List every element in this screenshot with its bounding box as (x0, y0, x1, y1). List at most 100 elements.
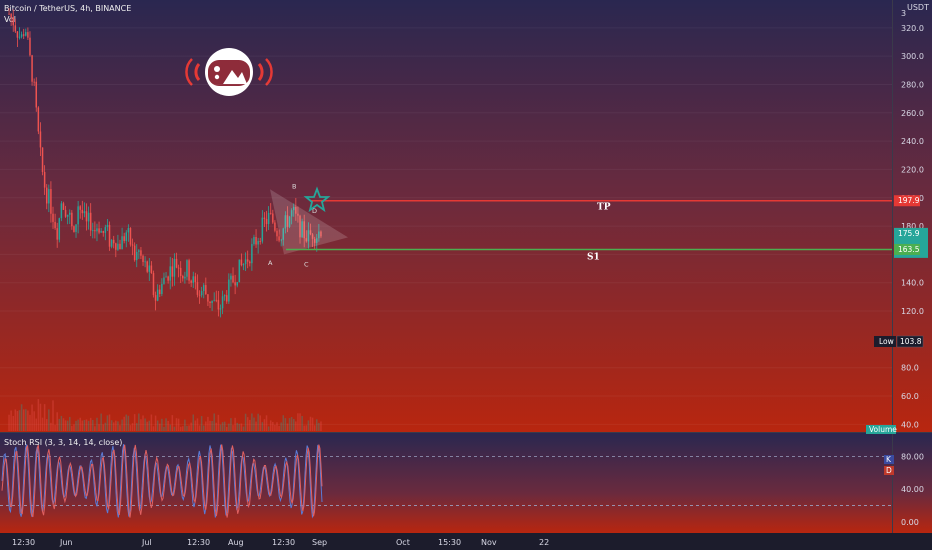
candle-body (10, 13, 12, 18)
candle-body (198, 294, 201, 296)
candle-body (196, 282, 199, 295)
stoch-d-tag: D (884, 466, 894, 475)
candle-body (205, 285, 207, 295)
stoch-rsi-title: Stoch RSI (3, 3, 14, 14, close) (4, 438, 122, 447)
volume-bar (22, 409, 25, 431)
candle-body (257, 240, 259, 245)
candle-body (27, 32, 29, 38)
volume-bar (58, 418, 61, 431)
support-label: S1 (587, 252, 600, 262)
volume-bar (12, 415, 14, 431)
volume-bar (196, 418, 199, 431)
volume-bar (249, 419, 251, 431)
volume-bar (64, 420, 67, 431)
candle-body (194, 276, 197, 283)
triangle-pattern[interactable] (270, 189, 348, 255)
candle-body (190, 280, 192, 283)
volume-bar (163, 426, 165, 431)
volume-bar (215, 422, 218, 431)
volume-bar (119, 425, 121, 431)
candle-body (286, 215, 289, 227)
volume-bar (89, 417, 92, 431)
volume-bar (102, 424, 104, 431)
volume-bar (123, 416, 125, 431)
candle-body (259, 240, 261, 242)
volume-bar (69, 416, 71, 431)
candle-body (161, 283, 163, 295)
candle-body (244, 259, 247, 265)
candle-body (184, 276, 186, 279)
candle-body (77, 206, 79, 225)
volume-bar (142, 415, 144, 431)
candle-body (69, 212, 71, 215)
candle-body (54, 221, 56, 229)
stoch-tick-label: 0.00 (901, 518, 919, 527)
candle-body (29, 37, 31, 56)
candle-body (217, 299, 220, 310)
pattern-point-label: A (268, 259, 273, 267)
candle-body (221, 296, 224, 309)
volume-bar (129, 425, 132, 431)
volume-bar (318, 422, 320, 431)
candle-body (73, 226, 75, 232)
volume-bar (167, 420, 169, 431)
candle-body (148, 265, 151, 272)
candle-body (129, 228, 132, 245)
volume-bar (73, 424, 75, 431)
support-price-tag: 163.5 (894, 243, 920, 255)
volume-bar (274, 424, 276, 431)
volume-bar (221, 422, 224, 431)
candle-body (75, 224, 77, 232)
candle-body (219, 308, 222, 310)
volume-bar (234, 417, 236, 431)
candle-body (94, 230, 96, 232)
candle-body (123, 236, 125, 242)
volume-bar (246, 417, 249, 431)
volume-bar (125, 414, 128, 431)
volume-bar (299, 413, 301, 431)
volume-bar (232, 425, 234, 431)
volume-bar (152, 426, 155, 431)
volume-bar (161, 418, 163, 431)
volume-bar (165, 418, 167, 431)
volume-bar (33, 411, 35, 431)
take-profit-price-tag: 197.9 (894, 195, 920, 207)
volume-bar (316, 419, 318, 431)
candle-body (22, 34, 25, 36)
volume-bar (292, 418, 295, 431)
candle-body (140, 250, 142, 256)
stoch-d-line (1, 444, 323, 518)
candle-body (115, 243, 117, 250)
volume-bar (14, 409, 17, 431)
volume-bar (117, 421, 119, 431)
volume-bar (16, 411, 19, 431)
volume-bar (121, 419, 123, 431)
price-tick-label: 320.0 (901, 24, 924, 33)
price-tick-label: 280.0 (901, 80, 924, 89)
time-axis-background (0, 533, 932, 550)
time-tick-label: 12:30 (272, 538, 295, 547)
volume-bar (228, 423, 230, 431)
volume-bar (223, 421, 226, 431)
candle-body (311, 234, 314, 239)
candle-body (215, 299, 218, 301)
candle-body (297, 213, 299, 216)
take-profit-label: TP (597, 203, 611, 213)
candle-body (200, 291, 203, 296)
candle-body (301, 221, 303, 238)
svg-text:K: K (886, 455, 892, 464)
volume-bar (209, 420, 211, 431)
candle-body (156, 289, 159, 301)
candle-body (108, 224, 111, 247)
candle-body (232, 275, 234, 283)
volume-bar (311, 417, 314, 431)
volume-bar (303, 425, 305, 431)
candle-body (48, 189, 50, 204)
candle-body (98, 228, 100, 233)
stoch-k-line (1, 444, 323, 519)
volume-bar (83, 420, 86, 431)
volume-bar (313, 425, 316, 431)
candle-body (146, 261, 148, 272)
volume-bar (207, 416, 209, 431)
